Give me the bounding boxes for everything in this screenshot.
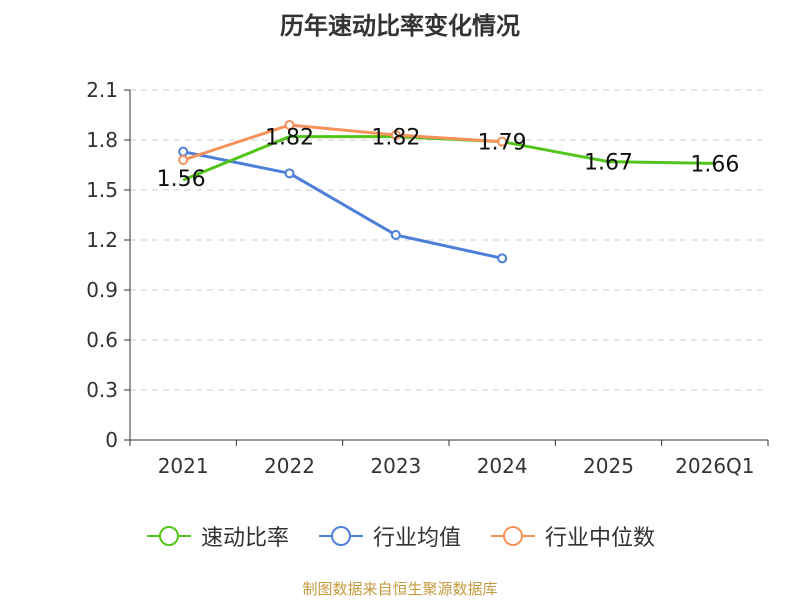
y-tick-label: 0.9 [86,278,118,302]
y-tick-label: 0 [105,428,118,452]
legend-item-industry-median[interactable]: 行业中位数 [489,520,655,552]
x-tick-label: 2025 [583,454,634,478]
legend: 速动比率 行业均值 行业中位数 [0,520,800,552]
data-label: 1.56 [157,167,206,192]
x-tick-label: 2024 [477,454,528,478]
series-line [182,123,503,162]
y-tick-label: 0.6 [86,328,118,352]
data-point [178,155,189,165]
x-tick-label: 2021 [158,454,209,478]
x-tick-label: 2026Q1 [675,454,754,478]
chart-title: 历年速动比率变化情况 [280,12,520,40]
data-label: 1.79 [478,131,527,156]
y-tick-label: 1.5 [86,178,118,202]
data-label: 1.66 [690,152,739,177]
y-tick-label: 1.8 [86,128,118,152]
source-footer: 制图数据来自恒生聚源数据库 [302,580,498,598]
data-point [284,120,295,130]
legend-swatch-quick-ratio [146,526,191,546]
legend-label-industry-mean: 行业均值 [372,526,461,551]
series-line [182,150,503,260]
legend-swatch-industry-mean [318,526,363,546]
legend-label-quick-ratio: 速动比率 [200,526,289,551]
x-tick-label: 2022 [264,454,315,478]
y-tick-label: 2.1 [86,78,118,102]
data-point [178,146,189,157]
data-label: 1.67 [584,151,633,176]
data-point [390,130,401,140]
data-point [497,136,508,147]
data-point [497,253,508,264]
series-line [182,135,715,182]
legend-label-industry-median: 行业中位数 [545,526,656,551]
y-tick-label: 0.3 [86,378,118,402]
y-tick-label: 1.2 [86,228,118,252]
legend-item-industry-mean[interactable]: 行业均值 [317,520,461,552]
x-tick-label: 2023 [370,454,421,478]
data-point [390,230,401,240]
data-label: 1.82 [265,126,314,151]
legend-item-quick-ratio[interactable]: 速动比率 [145,520,289,552]
legend-swatch-industry-median [491,526,535,546]
data-label: 1.82 [371,126,420,151]
data-point [284,168,295,179]
